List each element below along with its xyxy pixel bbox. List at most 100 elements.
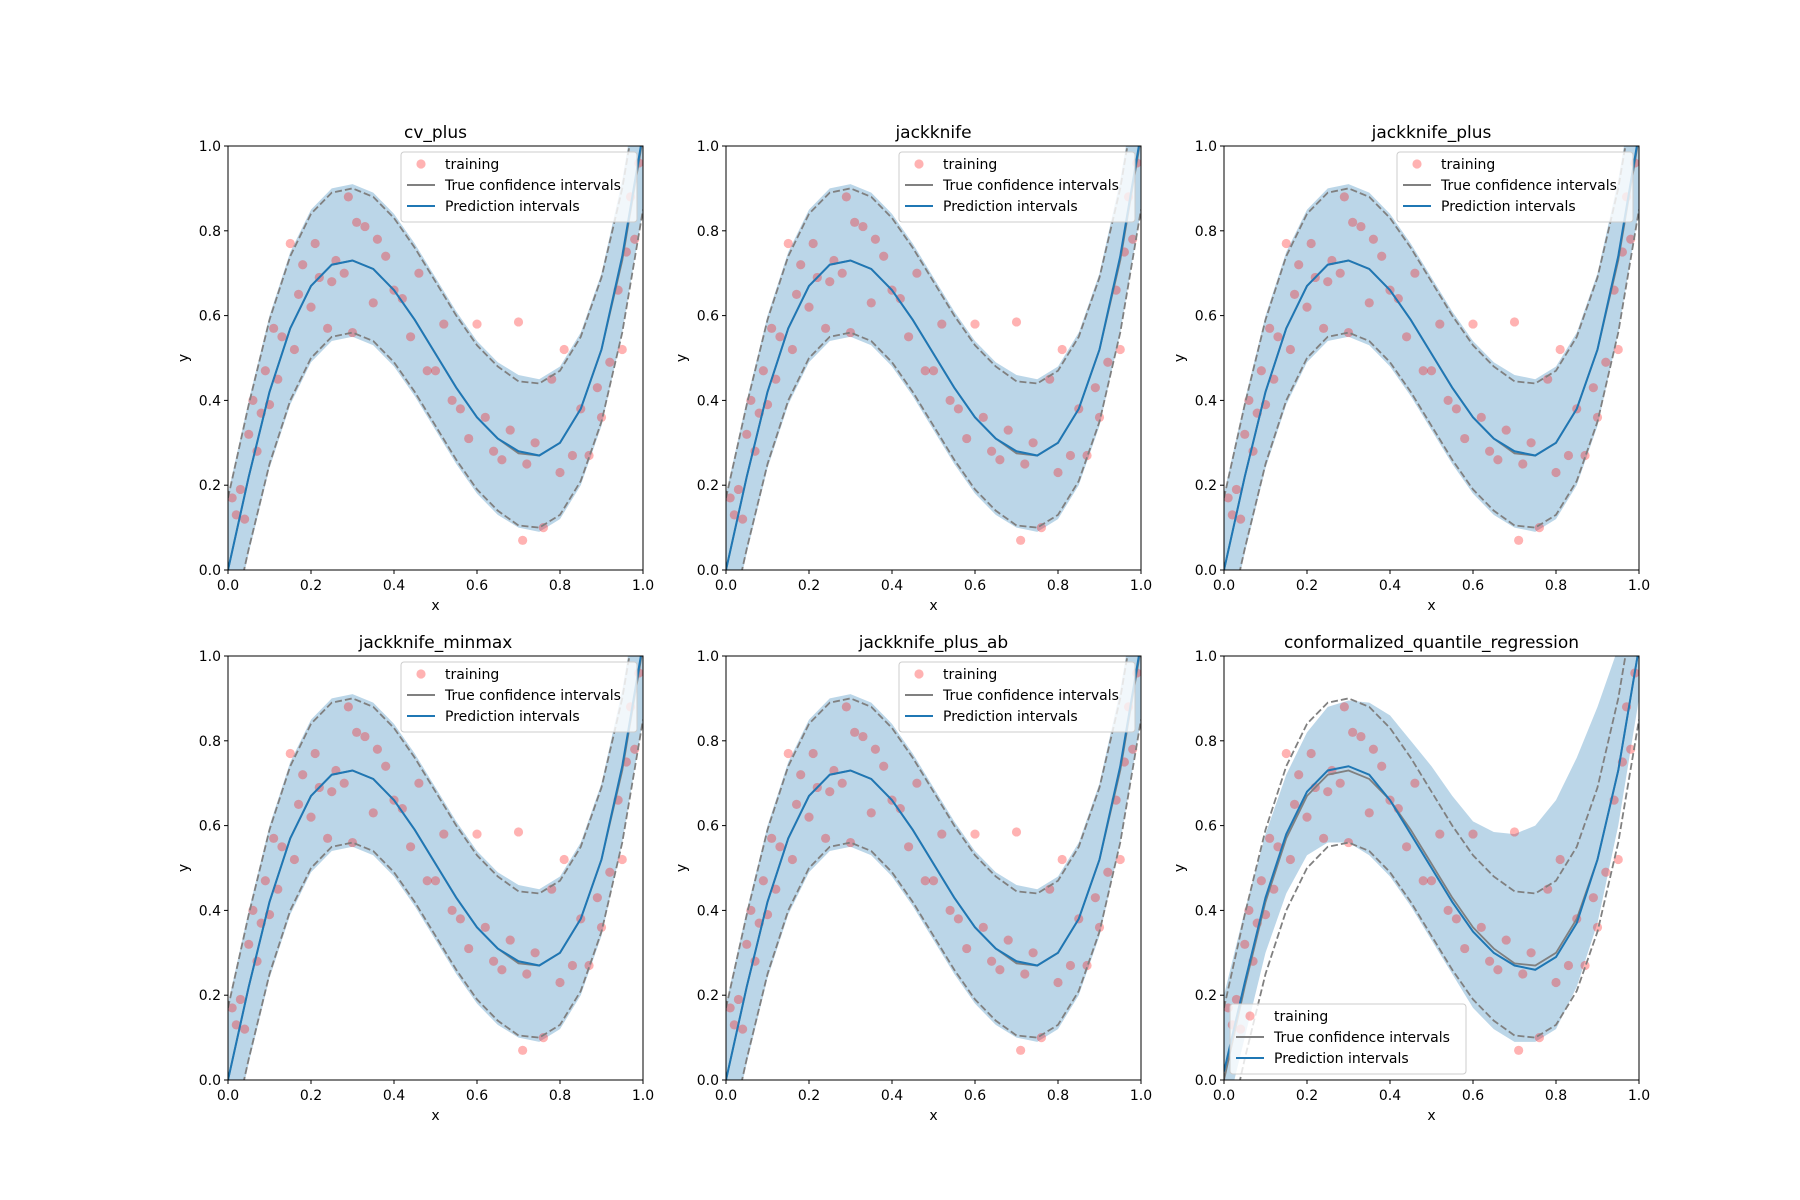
training-point: [791, 799, 802, 810]
true-upper-bound: [726, 146, 1129, 499]
x-tick-label: 0.8: [1047, 1088, 1069, 1104]
training-point: [733, 484, 744, 495]
legend-marker: [1412, 159, 1422, 169]
training-point: [1011, 317, 1022, 327]
training-point: [937, 829, 947, 839]
y-tick-label: 0.6: [199, 309, 221, 325]
x-tick-label: 0.4: [881, 578, 903, 594]
training-point: [306, 812, 316, 822]
training-point: [228, 1003, 237, 1013]
training-point: [841, 702, 851, 712]
training-point: [962, 433, 972, 444]
training-point: [1090, 893, 1100, 903]
training-point: [771, 884, 781, 894]
x-axis-label: x: [929, 598, 937, 614]
subplot: 0.0 0.2 0.4 0.6 0.8 1.0 0.0 0.2 0.4 0.6 0.8 1.0 cv_p…: [176, 123, 654, 614]
y-tick-label: 0.6: [1195, 309, 1217, 325]
x-tick-label: 0.2: [1296, 578, 1318, 594]
training-point: [310, 238, 320, 249]
y-tick-label: 0.0: [1195, 563, 1217, 579]
training-point: [1435, 829, 1445, 839]
plot-area: [726, 146, 1141, 570]
plot-area: [726, 656, 1141, 1080]
training-point: [555, 977, 565, 988]
training-point: [567, 960, 578, 971]
axes-frame: [725, 145, 1142, 571]
x-tick-label: 1.0: [1130, 578, 1152, 594]
training-point: [343, 702, 353, 712]
training-point: [1509, 827, 1520, 837]
training-point: [1256, 366, 1266, 376]
training-point: [327, 277, 337, 287]
training-point: [1128, 744, 1138, 754]
training-point: [726, 1003, 735, 1013]
legend-box: [1229, 1003, 1467, 1075]
training-point: [1514, 1045, 1524, 1055]
training-point: [945, 395, 955, 405]
true-upper-bound: [726, 656, 1129, 1009]
training-point: [1451, 914, 1461, 924]
training-point: [775, 842, 785, 852]
x-tick-label: 0.6: [466, 578, 488, 594]
training-point: [323, 323, 333, 333]
axes-frame: [1223, 145, 1640, 571]
training-point: [285, 748, 295, 759]
training-point: [1563, 960, 1574, 971]
training-point: [1269, 884, 1279, 894]
training-point: [530, 438, 540, 448]
x-tick-label: 0.6: [466, 1088, 488, 1104]
training-point: [1543, 884, 1553, 894]
training-point: [1256, 876, 1266, 886]
training-point: [825, 277, 835, 287]
y-tick-label: 0.0: [199, 563, 221, 579]
training-point: [1273, 842, 1283, 852]
training-point: [1057, 344, 1067, 355]
training-point: [235, 484, 246, 495]
x-tick-label: 0.0: [715, 578, 737, 594]
x-axis-label: x: [1427, 1108, 1435, 1124]
x-tick-label: 0.8: [549, 578, 571, 594]
legend-marker: [1245, 1011, 1255, 1021]
chart-title: jackknife: [894, 123, 971, 143]
legend: training True confidence intervals Predict…: [898, 151, 1136, 223]
training-point: [439, 319, 449, 329]
training-point: [347, 327, 358, 338]
prediction-band: [1224, 146, 1639, 570]
training-point: [231, 510, 241, 520]
training-point: [870, 744, 881, 754]
training-point: [742, 429, 752, 439]
training-point: [1364, 298, 1374, 308]
training-point: [381, 251, 391, 261]
legend-marker: [416, 669, 426, 679]
training-point: [1335, 268, 1345, 278]
training-point: [472, 319, 482, 329]
training-point: [783, 748, 793, 759]
legend-box: [1396, 151, 1634, 223]
training-point: [796, 770, 806, 780]
training-point: [1493, 965, 1503, 975]
y-tick-label: 0.0: [199, 1073, 221, 1089]
training-point: [298, 770, 308, 780]
x-tick-label: 1.0: [1130, 1088, 1152, 1104]
training-point: [1231, 484, 1242, 495]
training-point: [962, 943, 972, 954]
legend-label: training: [1441, 157, 1495, 173]
training-point: [513, 317, 524, 327]
y-tick-label: 0.8: [1195, 224, 1217, 240]
training-point: [1057, 854, 1067, 865]
training-point: [605, 357, 615, 367]
training-point: [1364, 808, 1374, 818]
y-tick-label: 0.4: [1195, 393, 1217, 409]
training-point: [530, 948, 540, 958]
legend: training True confidence intervals Predict…: [400, 151, 638, 223]
prediction-band: [726, 146, 1141, 570]
training-point: [269, 833, 279, 843]
training-point: [866, 808, 876, 818]
chart-title: jackknife_plus_ab: [858, 633, 1008, 653]
training-point: [605, 867, 615, 877]
training-point: [1028, 948, 1038, 958]
training-point: [455, 914, 465, 924]
training-point: [767, 833, 777, 843]
training-point: [1526, 948, 1536, 958]
training-point: [1036, 1033, 1046, 1043]
